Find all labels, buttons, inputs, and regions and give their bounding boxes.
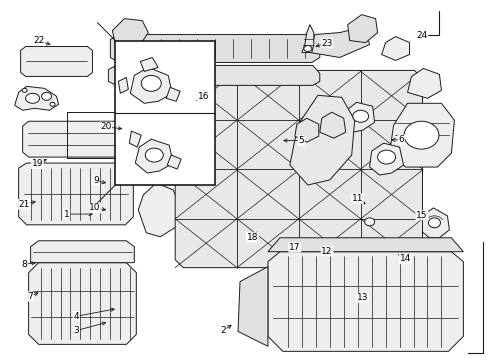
Polygon shape: [135, 139, 173, 173]
Ellipse shape: [365, 218, 375, 226]
Text: 6: 6: [398, 135, 404, 144]
Polygon shape: [23, 121, 130, 157]
Text: 14: 14: [399, 255, 411, 264]
Polygon shape: [119, 77, 128, 93]
Ellipse shape: [145, 148, 163, 162]
Text: 5: 5: [298, 136, 304, 145]
Polygon shape: [382, 37, 410, 60]
Polygon shape: [129, 131, 141, 147]
Text: 1: 1: [64, 210, 70, 219]
Polygon shape: [358, 210, 382, 234]
Polygon shape: [138, 183, 180, 237]
Polygon shape: [108, 66, 320, 85]
Polygon shape: [238, 267, 268, 346]
Polygon shape: [15, 86, 58, 110]
Ellipse shape: [42, 92, 51, 100]
Polygon shape: [167, 155, 181, 169]
Text: 10: 10: [89, 203, 101, 212]
Text: 13: 13: [357, 293, 368, 302]
Ellipse shape: [353, 110, 368, 122]
Ellipse shape: [22, 88, 27, 92]
Ellipse shape: [141, 75, 161, 91]
Polygon shape: [140, 58, 158, 71]
Text: 17: 17: [289, 243, 300, 252]
Text: 21: 21: [19, 200, 30, 209]
Bar: [115, 41, 215, 185]
Polygon shape: [320, 112, 346, 138]
Polygon shape: [390, 103, 454, 167]
Ellipse shape: [428, 218, 441, 228]
Polygon shape: [175, 71, 422, 268]
Text: 2: 2: [220, 326, 226, 335]
Text: 11: 11: [352, 194, 363, 203]
Polygon shape: [369, 143, 404, 175]
Polygon shape: [419, 208, 449, 238]
Polygon shape: [19, 163, 133, 225]
Polygon shape: [348, 15, 378, 42]
Text: 7: 7: [27, 292, 33, 301]
Ellipse shape: [404, 121, 439, 149]
Polygon shape: [268, 252, 464, 351]
Polygon shape: [345, 102, 375, 132]
Polygon shape: [302, 24, 314, 53]
Polygon shape: [130, 67, 172, 103]
Text: 9: 9: [93, 176, 99, 185]
Text: 18: 18: [246, 233, 258, 242]
Polygon shape: [228, 217, 268, 264]
Text: 16: 16: [198, 92, 209, 101]
Polygon shape: [30, 241, 134, 263]
Text: 22: 22: [33, 36, 45, 45]
Polygon shape: [290, 95, 355, 185]
Polygon shape: [310, 27, 369, 58]
Text: 15: 15: [416, 211, 428, 220]
Text: 4: 4: [74, 312, 79, 321]
Text: 24: 24: [416, 31, 427, 40]
Text: 20: 20: [100, 122, 111, 131]
Text: 3: 3: [74, 326, 79, 335]
Ellipse shape: [304, 45, 312, 51]
Polygon shape: [110, 35, 320, 62]
Text: 8: 8: [21, 260, 27, 269]
Polygon shape: [268, 238, 464, 252]
Polygon shape: [21, 46, 93, 76]
Polygon shape: [112, 19, 148, 45]
Ellipse shape: [50, 102, 55, 106]
Polygon shape: [28, 263, 136, 345]
Polygon shape: [295, 118, 319, 142]
Ellipse shape: [25, 93, 40, 103]
Polygon shape: [408, 68, 441, 98]
Ellipse shape: [378, 150, 395, 164]
Polygon shape: [166, 87, 180, 101]
Text: 19: 19: [31, 159, 43, 168]
Text: 12: 12: [321, 247, 333, 256]
Text: 23: 23: [321, 39, 333, 48]
